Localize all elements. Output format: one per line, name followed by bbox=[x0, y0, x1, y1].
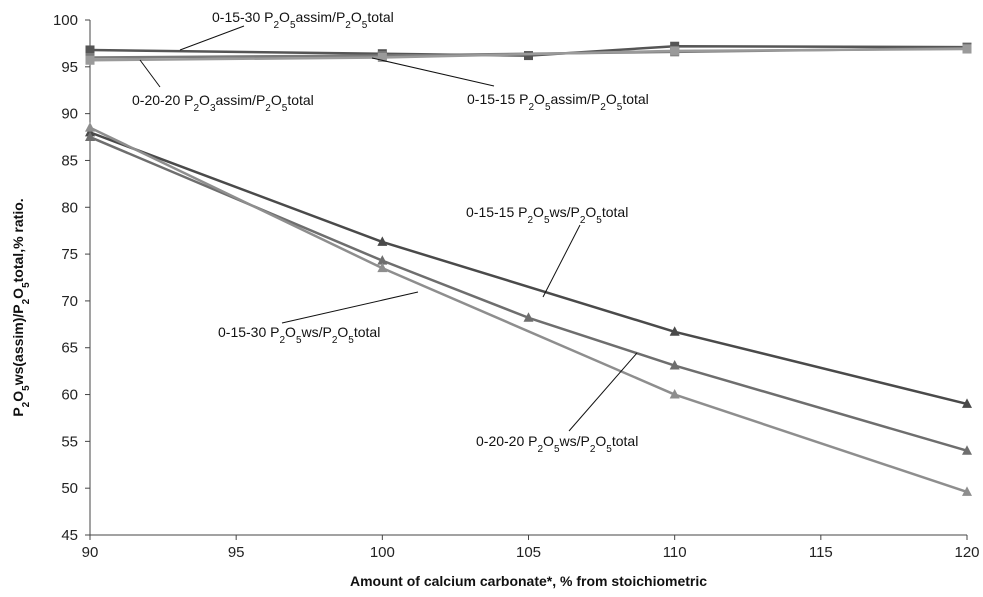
data-point-triangle bbox=[669, 360, 680, 370]
data-point-triangle bbox=[962, 486, 972, 496]
series-annotation-label: 0-15-15 P2O5ws/P2O5total bbox=[466, 204, 628, 226]
y-tick-label: 55 bbox=[61, 433, 78, 450]
x-tick-label: 120 bbox=[954, 544, 979, 561]
annotations-layer: 0-15-30 P2O5assim/P2O5total 0-20-20 P2O3a… bbox=[132, 9, 649, 455]
y-tick-label: 45 bbox=[61, 527, 78, 544]
y-tick-label: 70 bbox=[61, 293, 78, 310]
x-tick-label: 115 bbox=[809, 544, 833, 561]
series-line bbox=[89, 135, 968, 452]
series-layer bbox=[85, 41, 972, 496]
data-point-triangle bbox=[85, 131, 95, 142]
x-tick-label: 105 bbox=[516, 544, 541, 561]
series-annotation-label: 0-20-20 P2O5ws/P2O5total bbox=[476, 433, 638, 455]
y-tick-label: 85 bbox=[61, 152, 78, 169]
data-point-triangle bbox=[669, 389, 680, 399]
y-tick-label: 50 bbox=[61, 480, 78, 497]
data-point-square bbox=[962, 44, 972, 54]
y-tick-label: 100 bbox=[53, 12, 78, 29]
series-annotation-label: 0-15-15 P2O5assim/P2O5total bbox=[467, 91, 649, 113]
x-tick-label: 100 bbox=[370, 544, 395, 561]
series-annotation-label: 0-20-20 P2O3assim/P2O5total bbox=[132, 92, 314, 114]
x-tick-label: 95 bbox=[228, 544, 245, 561]
annotation-leader-line bbox=[371, 57, 495, 87]
data-point-square bbox=[377, 52, 387, 62]
data-point-square bbox=[670, 46, 680, 56]
data-point-square bbox=[85, 55, 95, 65]
data-point-triangle bbox=[377, 236, 388, 246]
y-tick-label: 60 bbox=[61, 387, 78, 404]
annotation-leader-line bbox=[542, 224, 581, 298]
data-point-triangle bbox=[962, 445, 972, 455]
x-tick-label: 110 bbox=[663, 544, 687, 561]
data-point-triangle bbox=[85, 122, 95, 132]
y-tick-label: 95 bbox=[61, 59, 78, 76]
data-point-triangle bbox=[377, 262, 388, 273]
series-line bbox=[89, 131, 968, 406]
data-point-triangle bbox=[962, 398, 972, 408]
data-point-square bbox=[524, 51, 533, 61]
data-point-triangle bbox=[669, 326, 680, 336]
data-point-square bbox=[85, 45, 95, 55]
annotation-leader-line bbox=[568, 352, 638, 432]
annotation-leader-line bbox=[281, 291, 419, 324]
series-line bbox=[89, 126, 968, 494]
y-tick-label: 65 bbox=[61, 340, 78, 357]
data-point-triangle bbox=[377, 255, 388, 265]
series-annotation-label: 0-15-30 P2O5ws/P2O5total bbox=[218, 324, 380, 346]
annotation-leader-line bbox=[139, 59, 161, 88]
y-tick-label: 75 bbox=[61, 246, 78, 263]
series-line bbox=[89, 47, 968, 62]
data-point-triangle bbox=[523, 312, 534, 322]
axes: 45 50 55 60 65 70 75 80 85 90 95 100 90 95 100 105 110 11… bbox=[53, 12, 980, 561]
x-axis-label: Amount of calcium carbonate*, % from sto… bbox=[350, 573, 707, 589]
x-tick-label: 90 bbox=[82, 544, 99, 561]
y-axis-label: P2O5ws(assim)/P2O5total,% ratio. bbox=[10, 198, 32, 416]
y-tick-label: 80 bbox=[61, 199, 78, 216]
y-tick-label: 90 bbox=[61, 106, 78, 123]
series-annotation-label: 0-15-30 P2O5assim/P2O5total bbox=[212, 9, 394, 31]
annotation-leader-line bbox=[179, 25, 245, 51]
data-point-square bbox=[670, 41, 680, 51]
